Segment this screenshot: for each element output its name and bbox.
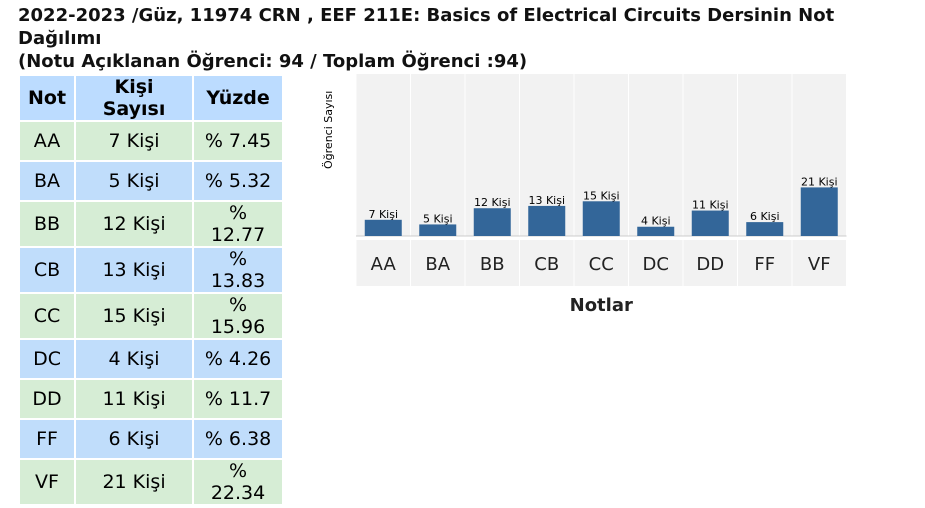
cell-grade: BB [20, 202, 75, 246]
cell-grade: AA [20, 122, 75, 160]
x-axis-label: Notlar [570, 295, 633, 316]
cell-percent: % 4.26 [194, 340, 283, 378]
plot-column-bg [411, 74, 465, 236]
plot-column-bg [683, 74, 737, 236]
cell-count: 21 Kişi [76, 460, 193, 504]
table-row: DD 11 Kişi % 11.7 [20, 380, 283, 418]
category-cell-bg [356, 240, 410, 286]
cell-count: 7 Kişi [76, 122, 193, 160]
cell-percent: % 15.96 [194, 294, 283, 338]
cell-count: 13 Kişi [76, 248, 193, 292]
bar-BA [419, 224, 457, 236]
cell-count: 5 Kişi [76, 162, 193, 200]
cell-percent: % 13.83 [194, 248, 283, 292]
data-label: 13 Kişi [528, 194, 565, 207]
x-tick-label: BB [480, 254, 505, 275]
cell-percent: % 6.38 [194, 420, 283, 458]
category-cell-bg [792, 240, 846, 286]
x-tick-label: DC [643, 254, 669, 275]
cell-count: 11 Kişi [76, 380, 193, 418]
cell-count: 4 Kişi [76, 340, 193, 378]
cell-grade: FF [20, 420, 75, 458]
table-row: FF 6 Kişi % 6.38 [20, 420, 283, 458]
x-tick-label: AA [371, 254, 397, 275]
y-axis-label: Öğrenci Sayısı [322, 90, 335, 169]
x-tick-label: FF [754, 254, 775, 275]
bar-VF [800, 187, 838, 236]
data-label: 7 Kişi [368, 208, 398, 221]
cell-grade: VF [20, 460, 75, 504]
table-row: DC 4 Kişi % 4.26 [20, 340, 283, 378]
chart-canvas: 7 Kişi AA 5 Kişi BA 12 Kişi BB 13 Kişi CB 15 Kiş… [356, 74, 847, 316]
cell-count: 15 Kişi [76, 294, 193, 338]
table-row: CB 13 Kişi % 13.83 [20, 248, 283, 292]
bar-DD [691, 210, 729, 236]
title-line-1: 2022-2023 /Güz, 11974 CRN , EEF 211E: Ba… [18, 5, 835, 49]
grade-bar-chart: Öğrenci Sayısı 7 Kişi AA 5 Kişi BA 12 Kişi BB… [320, 74, 850, 324]
data-label: 12 Kişi [474, 196, 511, 209]
cell-percent: % 11.7 [194, 380, 283, 418]
grade-distribution-table: Not Kişi Sayısı Yüzde AA 7 Kişi % 7.45 B… [18, 74, 284, 506]
data-label: 11 Kişi [692, 199, 729, 212]
category-cell-bg [683, 240, 737, 286]
bar-FF [746, 222, 784, 236]
plot-column-bg [629, 74, 683, 236]
x-tick-label: DD [696, 254, 724, 275]
data-label: 4 Kişi [641, 215, 671, 228]
data-label: 6 Kişi [750, 210, 780, 223]
data-label: 15 Kişi [583, 189, 620, 202]
title-line-2: (Notu Açıklanan Öğrenci: 94 / Toplam Öğr… [18, 51, 528, 72]
bar-CC [582, 201, 620, 236]
cell-count: 12 Kişi [76, 202, 193, 246]
bar-AA [364, 219, 402, 236]
x-tick-label: CB [534, 254, 559, 275]
bar-BB [473, 208, 511, 236]
cell-percent: % 5.32 [194, 162, 283, 200]
cell-percent: % 22.34 [194, 460, 283, 504]
x-tick-label: CC [589, 254, 614, 275]
x-tick-label: BA [425, 254, 450, 275]
cell-grade: DC [20, 340, 75, 378]
category-cell-bg [629, 240, 683, 286]
header-grade: Not [20, 76, 75, 120]
table-row: AA 7 Kişi % 7.45 [20, 122, 283, 160]
header-count: Kişi Sayısı [76, 76, 193, 120]
x-tick-label: VF [808, 254, 831, 275]
category-cell-bg [574, 240, 628, 286]
data-label: 5 Kişi [423, 212, 453, 225]
category-cell-bg [411, 240, 465, 286]
cell-percent: % 7.45 [194, 122, 283, 160]
cell-percent: % 12.77 [194, 202, 283, 246]
category-cell-bg [738, 240, 792, 286]
page-title: 2022-2023 /Güz, 11974 CRN , EEF 211E: Ba… [18, 4, 918, 73]
plot-column-bg [356, 74, 410, 236]
data-label: 21 Kişi [801, 175, 838, 188]
bar-CB [528, 205, 566, 236]
table-row: BB 12 Kişi % 12.77 [20, 202, 283, 246]
bar-DC [637, 226, 675, 236]
header-percent: Yüzde [194, 76, 283, 120]
table-header-row: Not Kişi Sayısı Yüzde [20, 76, 283, 120]
cell-grade: BA [20, 162, 75, 200]
cell-count: 6 Kişi [76, 420, 193, 458]
table-row: VF 21 Kişi % 22.34 [20, 460, 283, 504]
cell-grade: CB [20, 248, 75, 292]
cell-grade: DD [20, 380, 75, 418]
category-cell-bg [465, 240, 519, 286]
table-row: BA 5 Kişi % 5.32 [20, 162, 283, 200]
plot-column-bg [738, 74, 792, 236]
table-row: CC 15 Kişi % 15.96 [20, 294, 283, 338]
cell-grade: CC [20, 294, 75, 338]
category-cell-bg [520, 240, 574, 286]
